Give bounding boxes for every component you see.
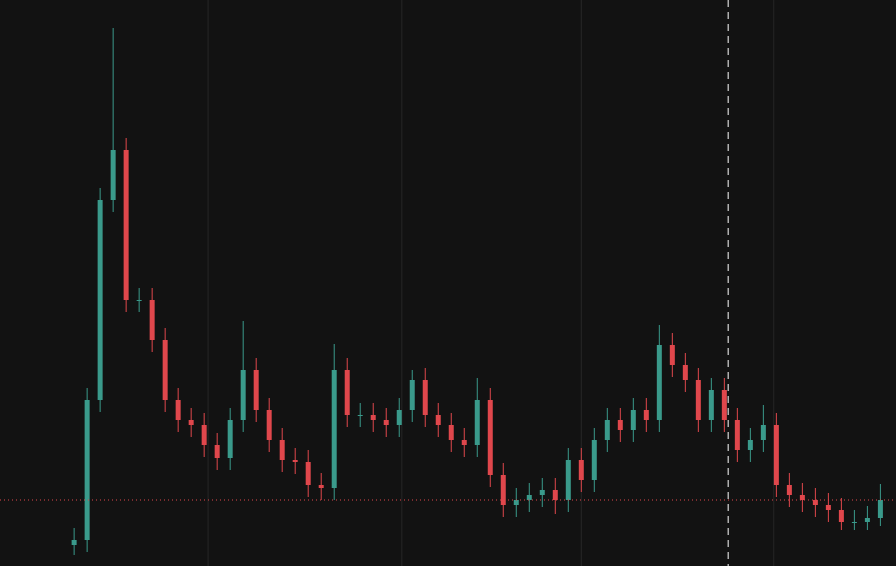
candle-body [279,440,285,460]
candle-body [851,522,857,523]
candle-body [838,510,844,522]
candle-body [227,420,233,458]
candle-body [500,475,506,505]
candle-body [526,495,532,500]
candle-body [812,500,818,505]
candle-body [422,380,428,415]
candle-body [578,460,584,480]
candle-body [630,410,636,430]
candle-body [734,420,740,450]
candle-body [370,415,376,420]
candle-body [253,370,259,410]
candle-body [110,150,116,200]
candle-body [409,380,415,410]
candle-body [97,200,103,400]
candle-body [396,410,402,425]
candle-body [474,400,480,445]
candle-body [123,150,129,300]
candle-body [214,445,220,458]
candle-body [708,390,714,420]
candle-body [461,440,467,445]
candle-body [305,462,311,485]
candle-body [357,415,363,416]
candle-body [773,425,779,485]
candle-body [344,370,350,415]
candle-body [136,300,142,301]
candle-body [240,370,246,420]
candle-body [682,365,688,380]
candle-body [383,420,389,425]
candle-body [318,485,324,488]
candle-body [721,390,727,420]
candle-body [591,440,597,480]
candle-body [435,415,441,425]
candle-body [656,345,662,420]
candle-body [149,300,155,340]
candle-body [292,460,298,462]
candle-body [643,410,649,420]
candle-body [71,540,77,545]
candle-body [825,505,831,510]
candle-body [617,420,623,430]
candle-body [448,425,454,440]
candle-body [84,400,90,540]
candle-body [175,400,181,420]
candle-body [669,345,675,365]
candle-body [864,518,870,522]
candle-body [266,410,272,440]
candle-body [565,460,571,500]
candle-body [799,495,805,500]
candle-body [552,490,558,500]
candle-body [695,380,701,420]
candle-body [604,420,610,440]
candle-body [760,425,766,440]
candle-body [201,425,207,445]
candle-body [513,500,519,505]
candle-body [487,400,493,475]
candle-body [877,500,883,518]
candle-body [331,370,337,488]
candle-body [188,420,194,425]
candle-body [747,440,753,450]
candle-body [539,490,545,495]
candle-body [786,485,792,495]
candle-body [162,340,168,400]
